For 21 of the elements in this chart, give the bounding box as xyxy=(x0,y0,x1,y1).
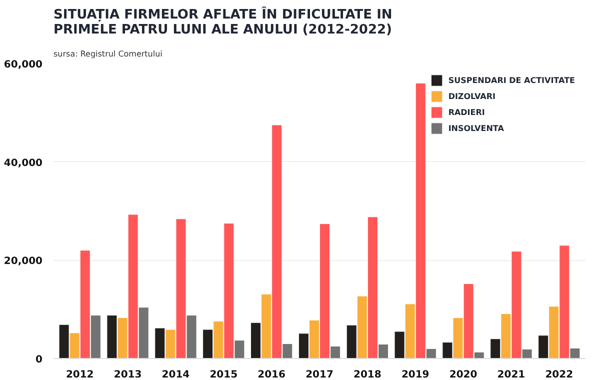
y-tick-label: 40,000 xyxy=(4,158,43,169)
x-tick-label: 2014 xyxy=(162,370,190,380)
x-tick-label: 2015 xyxy=(210,370,238,380)
x-tick-label: 2013 xyxy=(114,370,142,380)
text: sursa: Registrul Comertului xyxy=(54,50,162,58)
legend-label: INSOLVENTA xyxy=(448,124,504,132)
legend-label: RADIERI xyxy=(448,108,485,116)
chart-title: SITUAȚIA FIRMELOR AFLATE ÎN DIFICULTATE IN PRIMELE PATRU LUNI ALE ANULUI (2012-2022) xyxy=(54,6,392,38)
x-tick-label: 2012 xyxy=(66,370,94,380)
y-tick-label: 20,000 xyxy=(4,256,43,268)
y-tick-label: 60,000 xyxy=(4,60,43,70)
x-tick-label: 2020 xyxy=(449,370,478,380)
legend-label: SUSPENDARI DE ACTIVITATE xyxy=(448,76,575,84)
x-tick-label: 2018 xyxy=(354,370,382,380)
x-tick-label: 2017 xyxy=(306,370,334,380)
x-tick-label: 2022 xyxy=(545,370,574,380)
x-tick-label: 2019 xyxy=(401,370,430,380)
legend-label: DIZOLVARI xyxy=(448,92,496,100)
y-tick-label: 0 xyxy=(36,354,43,366)
x-tick-label: 2021 xyxy=(497,370,526,380)
x-tick-label: 2016 xyxy=(258,370,286,380)
